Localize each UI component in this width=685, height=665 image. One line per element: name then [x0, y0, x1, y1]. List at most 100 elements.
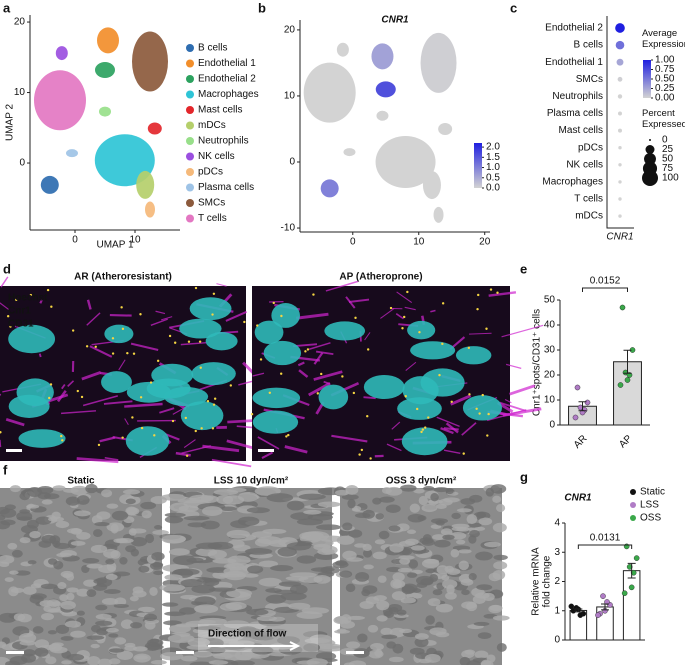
data-point: [600, 593, 606, 599]
cell: [400, 546, 413, 556]
cell: [168, 548, 190, 556]
cluster: [99, 106, 111, 117]
legend-label: Plasma cells: [198, 182, 254, 193]
cluster: [132, 31, 168, 92]
cell: [478, 517, 493, 526]
legend-label: B cells: [198, 43, 227, 54]
cnr1-spot: [126, 351, 129, 355]
cd31-strand: [86, 312, 101, 326]
cell: [32, 626, 44, 634]
cnr1-spot: [139, 313, 142, 316]
cell: [461, 601, 477, 610]
cell: [180, 579, 203, 587]
cd31-strand: [298, 369, 309, 378]
nucleus: [205, 331, 238, 351]
cell: [101, 489, 113, 498]
cd31-strand: [89, 345, 113, 358]
cnr1-spot: [173, 341, 177, 344]
cell: [145, 533, 155, 544]
cell: [34, 647, 49, 657]
cd31-strand: [109, 314, 132, 317]
cluster: [66, 149, 78, 158]
legend-swatch: [186, 90, 194, 99]
cell: [303, 509, 322, 515]
cell: [406, 572, 418, 578]
cell: [63, 488, 79, 493]
cell: [341, 494, 359, 500]
data-point: [584, 399, 591, 406]
expression-dot: [615, 23, 625, 33]
cell: [86, 635, 105, 640]
y-tick-label: 2: [554, 576, 560, 587]
cell: [85, 483, 98, 494]
cell: [225, 601, 247, 610]
cnr1-spot: [438, 373, 441, 377]
cell: [493, 561, 508, 570]
cell: [492, 615, 510, 621]
cell: [96, 511, 111, 520]
cnr1-spot: [200, 427, 203, 430]
cell: [367, 624, 379, 633]
cell: [150, 660, 167, 665]
cnr1-spot: [229, 384, 233, 387]
cell: [23, 649, 36, 657]
cell: [0, 561, 10, 568]
cnr1-spot: [358, 453, 361, 456]
cnr1-spot: [213, 397, 217, 400]
cd31-strand: [175, 451, 191, 457]
category-label: Endothelial 2: [545, 23, 603, 34]
cell: [393, 613, 409, 618]
cell: [425, 615, 435, 625]
cell: [417, 515, 427, 521]
cell: [87, 656, 101, 665]
nucleus: [462, 395, 502, 421]
cell: [238, 626, 257, 633]
cell: [187, 637, 210, 647]
legend-label: Endothelial 2: [198, 74, 256, 85]
expression-dot: [616, 58, 624, 66]
legend-swatch: [186, 75, 194, 83]
y-tick-label: -10: [281, 223, 296, 234]
cell: [45, 656, 57, 665]
cell: [108, 648, 125, 653]
cell: [392, 580, 406, 589]
expression-dot: [617, 76, 623, 82]
cell: [466, 514, 478, 525]
cd31-strand: [181, 445, 211, 454]
legend-label: OSS: [640, 513, 661, 524]
legend-label: pDCs: [198, 167, 223, 178]
data-point: [568, 603, 575, 610]
cell: [459, 656, 471, 665]
cnr1-spot: [489, 288, 493, 291]
cell: [105, 558, 115, 565]
cell: [160, 493, 187, 501]
cell: [476, 511, 486, 519]
cnr1-spot: [121, 327, 125, 331]
cd31-strand: [164, 432, 180, 441]
cell: [392, 572, 405, 582]
cell: [347, 615, 365, 621]
cell: [386, 566, 402, 573]
error-bar: [627, 562, 636, 579]
cnr1-spot: [477, 293, 480, 297]
cell: [381, 634, 398, 639]
data-point: [628, 584, 635, 591]
dot-axes: [606, 16, 634, 229]
cell: [212, 558, 237, 564]
expression-dot: [618, 111, 622, 116]
cnr1-spot: [450, 400, 453, 403]
cell-cluster: [336, 42, 349, 57]
panel-label: a: [3, 0, 11, 15]
data-point: [621, 590, 628, 597]
cell: [138, 565, 150, 573]
cnr1-spot: [268, 391, 272, 394]
legend-label: Static: [640, 487, 665, 498]
cell: [486, 654, 496, 663]
cnr1-spot: [121, 436, 124, 439]
cell: [416, 575, 434, 586]
cell: [202, 578, 220, 587]
cnr1-spot: [46, 288, 50, 292]
nucleus: [401, 427, 448, 456]
panel-label: d: [3, 261, 11, 276]
cell: [418, 495, 428, 506]
